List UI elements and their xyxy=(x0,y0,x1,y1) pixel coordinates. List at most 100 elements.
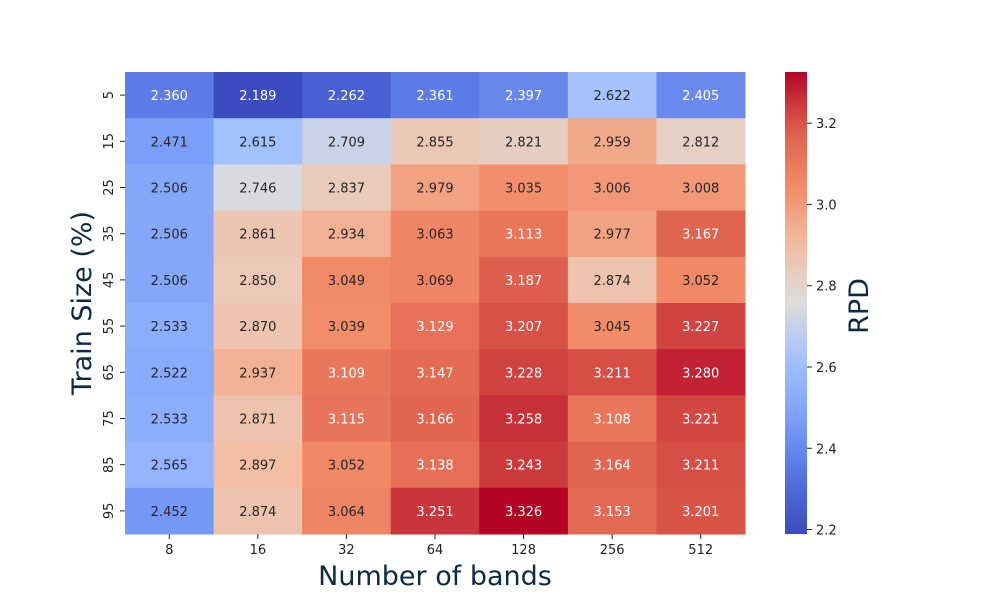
heatmap-cell xyxy=(125,303,215,350)
colorbar: 2.2 2.4 2.6 2.8 3.0 3.2 RPD xyxy=(785,72,875,539)
cell-value-label: 3.211 xyxy=(682,459,719,474)
heatmap-cell xyxy=(302,256,392,304)
colorbar-tick-label: 2.8 xyxy=(816,280,837,295)
x-axis-ticks: 8 16 32 64 128 256 512 xyxy=(165,534,713,558)
y-tick-label: 35 xyxy=(102,225,117,242)
cell-value-label: 2.360 xyxy=(151,89,188,104)
heatmap-cell xyxy=(390,303,480,350)
cell-value-label: 3.006 xyxy=(594,182,631,197)
heatmap-cell xyxy=(213,487,303,535)
cell-value-label: 2.506 xyxy=(151,274,188,289)
cell-value-label: 2.959 xyxy=(594,135,631,150)
heatmap-cell xyxy=(567,210,657,258)
cell-value-label: 2.979 xyxy=(416,182,453,197)
heatmap-cell xyxy=(125,395,215,443)
x-tick-label: 512 xyxy=(688,543,713,558)
heatmap-cell xyxy=(390,441,480,489)
heatmap-cell xyxy=(479,487,569,535)
heatmap-cell xyxy=(567,72,657,119)
cell-value-label: 3.108 xyxy=(594,413,631,428)
cell-value-label: 2.934 xyxy=(328,228,365,243)
cell-value-label: 2.522 xyxy=(151,366,188,381)
heatmap-cell xyxy=(302,441,392,489)
y-axis-ticks: 5 15 25 35 45 55 65 75 85 95 xyxy=(102,91,125,519)
cell-value-label: 2.189 xyxy=(239,89,276,104)
heatmap-cell xyxy=(656,303,746,350)
cell-value-label: 2.977 xyxy=(594,228,631,243)
cell-value-label: 2.850 xyxy=(239,274,276,289)
heatmap-cell xyxy=(479,441,569,489)
heatmap-cell xyxy=(302,349,392,396)
heatmap-cell xyxy=(567,395,657,443)
cell-value-label: 3.167 xyxy=(682,228,719,243)
cell-value-label: 3.221 xyxy=(682,413,719,428)
colorbar-tick-label: 3.0 xyxy=(816,198,837,213)
heatmap-cell xyxy=(213,349,303,396)
y-tick-label: 55 xyxy=(102,318,117,335)
cell-value-label: 3.008 xyxy=(682,182,719,197)
cell-value-label: 2.405 xyxy=(682,89,719,104)
heatmap-cell xyxy=(390,210,480,258)
heatmap-cell xyxy=(656,441,746,489)
heatmap-cell xyxy=(125,118,215,165)
cell-value-label: 2.533 xyxy=(151,413,188,428)
heatmap-cell xyxy=(567,487,657,535)
heatmap-cell xyxy=(390,487,480,535)
cell-value-label: 2.855 xyxy=(416,135,453,150)
heatmap-cell xyxy=(125,210,215,258)
cell-value-label: 2.533 xyxy=(151,320,188,335)
cell-value-label: 3.280 xyxy=(682,366,719,381)
cell-value-label: 3.251 xyxy=(416,505,453,520)
cell-value-label: 3.063 xyxy=(416,228,453,243)
cell-value-label: 3.052 xyxy=(328,459,365,474)
heatmap-cell xyxy=(125,487,215,535)
colorbar-tick-label: 3.2 xyxy=(816,117,837,132)
heatmap-cell xyxy=(567,118,657,165)
x-tick-label: 128 xyxy=(511,543,536,558)
x-tick-label: 8 xyxy=(165,543,173,558)
x-tick-label: 32 xyxy=(338,543,355,558)
heatmap-cell xyxy=(125,72,215,119)
heatmap-cell xyxy=(213,72,303,119)
cell-value-label: 3.164 xyxy=(594,459,631,474)
cell-value-label: 2.937 xyxy=(239,366,276,381)
cell-value-label: 2.506 xyxy=(151,182,188,197)
heatmap-cell xyxy=(656,256,746,304)
heatmap-cell xyxy=(390,256,480,304)
cell-value-label: 2.262 xyxy=(328,89,365,104)
heatmap-cell xyxy=(302,164,392,212)
y-tick-label: 45 xyxy=(102,272,117,289)
colorbar-tick-label: 2.6 xyxy=(816,361,837,376)
heatmap-cell xyxy=(390,164,480,212)
cell-value-label: 2.506 xyxy=(151,228,188,243)
cell-value-label: 3.228 xyxy=(505,366,542,381)
colorbar-tick-label: 2.2 xyxy=(816,524,837,539)
y-tick-label: 15 xyxy=(102,133,117,150)
y-tick-label: 85 xyxy=(102,456,117,473)
heatmap-cell xyxy=(656,210,746,258)
cell-value-label: 3.039 xyxy=(328,320,365,335)
heatmap-cell xyxy=(656,349,746,396)
heatmap-cell xyxy=(479,118,569,165)
cell-value-label: 2.870 xyxy=(239,320,276,335)
heatmap-cell xyxy=(567,349,657,396)
cell-value-label: 3.052 xyxy=(682,274,719,289)
cell-value-label: 2.874 xyxy=(239,505,276,520)
heatmap-cell xyxy=(302,210,392,258)
heatmap-cell xyxy=(479,256,569,304)
cell-value-label: 2.565 xyxy=(151,459,188,474)
heatmap-cell xyxy=(656,164,746,212)
heatmap-cell xyxy=(302,118,392,165)
y-tick-label: 5 xyxy=(102,91,117,99)
cell-value-label: 3.064 xyxy=(328,505,365,520)
cell-value-label: 3.147 xyxy=(416,366,453,381)
cell-value-label: 3.326 xyxy=(505,505,542,520)
cell-value-label: 2.361 xyxy=(416,89,453,104)
cell-value-label: 3.115 xyxy=(328,413,365,428)
cell-value-label: 3.035 xyxy=(505,182,542,197)
cell-value-label: 3.129 xyxy=(416,320,453,335)
cell-value-label: 2.452 xyxy=(151,505,188,520)
cell-value-label: 3.109 xyxy=(328,366,365,381)
